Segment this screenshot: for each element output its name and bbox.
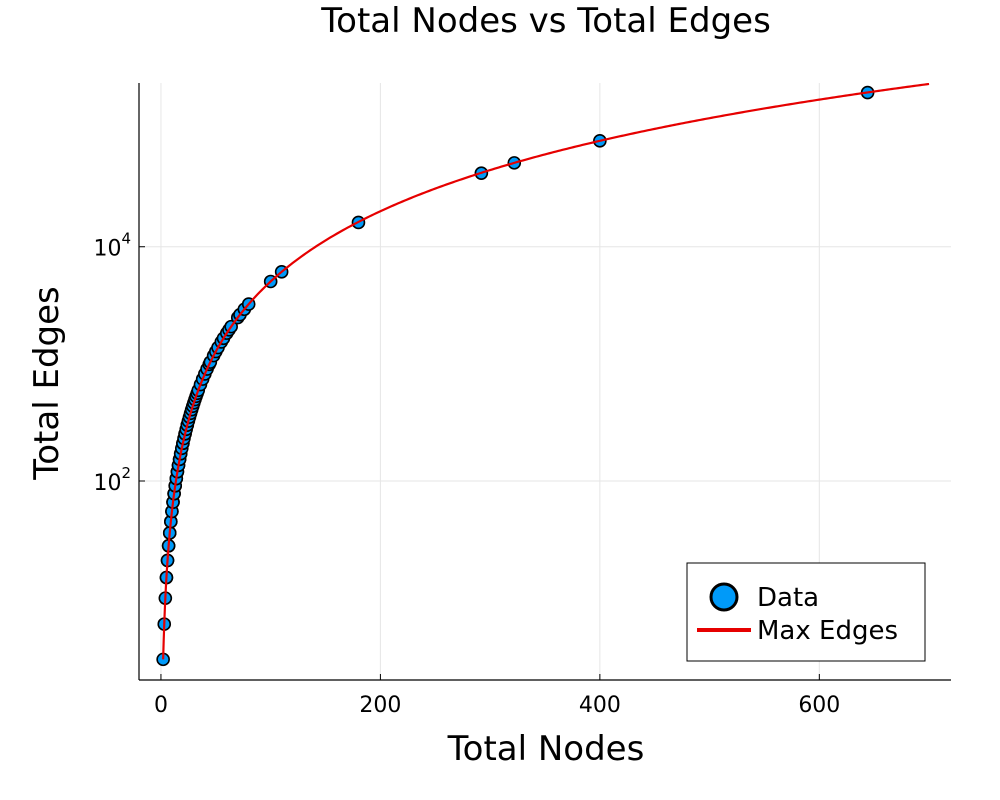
chart-title: Total Nodes vs Total Edges — [320, 1, 771, 41]
x-tick-label: 600 — [798, 693, 840, 718]
legend-label-data: Data — [757, 583, 819, 613]
legend-label-max-edges: Max Edges — [757, 616, 898, 646]
x-tick-label: 400 — [579, 693, 621, 718]
ticks: 0 200 400 600 102 104 — [93, 230, 840, 718]
y-tick-label: 104 — [93, 230, 131, 262]
x-tick-label: 200 — [359, 693, 401, 718]
max-edges-line — [162, 83, 930, 660]
x-tick-label: 0 — [154, 693, 168, 718]
y-axis-label: Total Edges — [27, 286, 67, 481]
legend-marker-data — [709, 582, 739, 612]
axes — [138, 83, 951, 681]
plot-area — [156, 83, 930, 667]
legend-box — [686, 562, 926, 662]
x-axis-label: Total Nodes — [447, 729, 645, 769]
y-tick-label: 102 — [93, 464, 131, 496]
